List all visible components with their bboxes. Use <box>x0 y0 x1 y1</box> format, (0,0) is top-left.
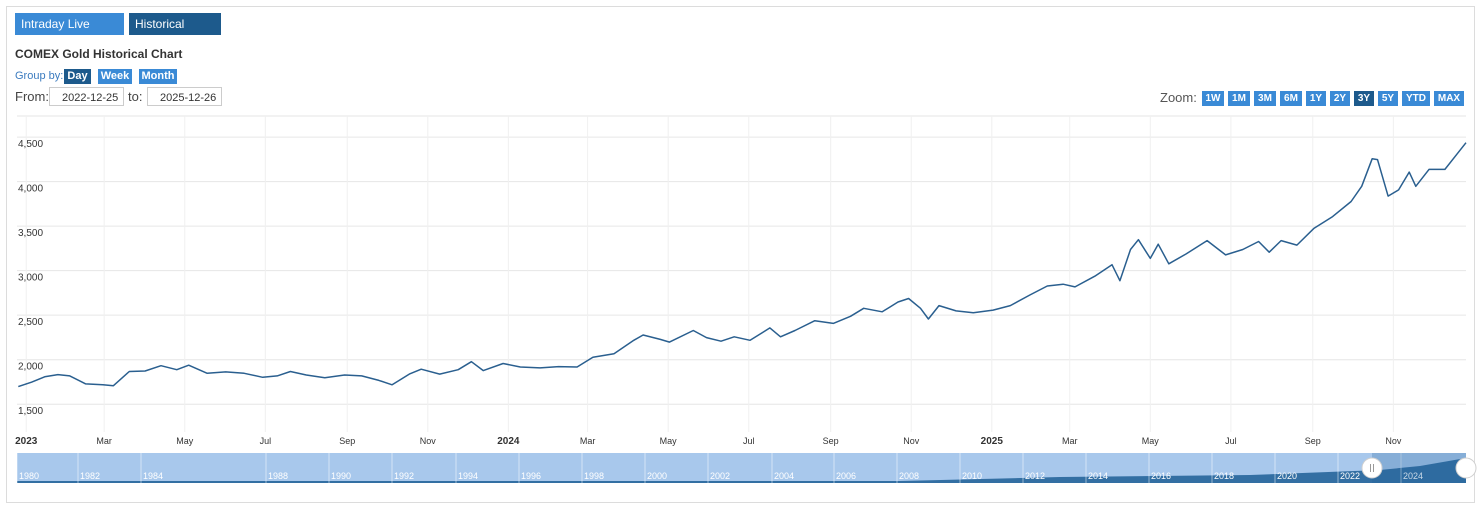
x-tick-label: May <box>1142 436 1160 446</box>
group-by-day-button[interactable]: Day <box>64 69 91 84</box>
tab-historical-chart[interactable]: Historical Chart <box>129 13 221 53</box>
y-tick-label: 4,500 <box>18 139 43 150</box>
to-label: to: <box>128 89 143 104</box>
x-tick-label: Nov <box>903 436 920 446</box>
navigator-tick-label: 2016 <box>1151 471 1171 481</box>
navigator-tick-label: 1982 <box>80 471 100 481</box>
zoom-1y-button[interactable]: 1Y <box>1306 91 1326 106</box>
x-tick-label: Nov <box>1385 436 1402 446</box>
navigator-tick-label: 1980 <box>19 471 39 481</box>
navigator-tick-label: 2002 <box>710 471 730 481</box>
navigator-tick-label: 2004 <box>774 471 794 481</box>
x-tick-label: Jul <box>1225 436 1237 446</box>
zoom-max-button[interactable]: MAX <box>1434 91 1464 106</box>
y-tick-label: 4,000 <box>18 184 43 195</box>
y-tick-label: 3,500 <box>18 228 43 239</box>
navigator-left-handle[interactable] <box>1361 457 1383 479</box>
navigator-area <box>17 458 1466 483</box>
x-tick-label: 2023 <box>15 436 38 447</box>
x-tick-label: Sep <box>1305 436 1321 446</box>
navigator-tick-label: 2010 <box>962 471 982 481</box>
navigator-tick-label: 1996 <box>521 471 541 481</box>
to-date-input[interactable] <box>147 87 222 106</box>
chart-title: COMEX Gold Historical Chart <box>15 47 183 61</box>
x-tick-label: Jul <box>260 436 272 446</box>
navigator-tick-label: 1998 <box>584 471 604 481</box>
navigator-tick-label: 1990 <box>331 471 351 481</box>
x-tick-label: Mar <box>96 436 112 446</box>
x-tick-label: Nov <box>420 436 437 446</box>
navigator-tick-label: 2008 <box>899 471 919 481</box>
x-tick-label: May <box>176 436 194 446</box>
navigator-tick-label: 1984 <box>143 471 163 481</box>
group-by-month-button[interactable]: Month <box>139 69 177 84</box>
x-tick-label: Sep <box>339 436 355 446</box>
x-tick-label: 2024 <box>497 436 520 447</box>
navigator-tick-label: 2018 <box>1214 471 1234 481</box>
navigator-tick-label: 2006 <box>836 471 856 481</box>
navigator-tick-label: 1994 <box>458 471 478 481</box>
zoom-3m-button[interactable]: 3M <box>1254 91 1276 106</box>
group-by-label: Group by: <box>15 70 64 82</box>
zoom-2y-button[interactable]: 2Y <box>1330 91 1350 106</box>
zoom-3y-button[interactable]: 3Y <box>1354 91 1374 106</box>
from-date-input[interactable] <box>49 87 124 106</box>
navigator-tick-label: 2014 <box>1088 471 1108 481</box>
x-tick-label: Mar <box>580 436 596 446</box>
x-tick-label: Sep <box>823 436 839 446</box>
from-label: From: <box>15 89 49 104</box>
zoom-6m-button[interactable]: 6M <box>1280 91 1302 106</box>
x-tick-label: Mar <box>1062 436 1078 446</box>
y-tick-label: 2,500 <box>18 317 43 328</box>
zoom-5y-button[interactable]: 5Y <box>1378 91 1398 106</box>
zoom-1m-button[interactable]: 1M <box>1228 91 1250 106</box>
tab-intraday-live-chart[interactable]: Intraday Live Chart <box>15 13 124 53</box>
x-tick-label: 2025 <box>981 436 1004 447</box>
y-tick-label: 2,000 <box>18 362 43 373</box>
navigator-tick-label: 1988 <box>268 471 288 481</box>
x-tick-label: May <box>660 436 678 446</box>
zoom-1w-button[interactable]: 1W <box>1202 91 1224 106</box>
zoom-label: Zoom: <box>1160 90 1197 105</box>
navigator-tick-label: 2024 <box>1403 471 1423 481</box>
chart-container <box>6 6 1475 503</box>
navigator-tick-label: 2020 <box>1277 471 1297 481</box>
y-tick-label: 1,500 <box>18 406 43 417</box>
navigator-selected-range <box>1372 453 1466 483</box>
series-line-gold-price <box>18 142 1467 388</box>
navigator-tick-label: 2000 <box>647 471 667 481</box>
navigator-right-handle[interactable] <box>1455 457 1477 479</box>
group-by-week-button[interactable]: Week <box>98 69 132 84</box>
navigator-tick-label: 1992 <box>394 471 414 481</box>
navigator-tick-label: 2022 <box>1340 471 1360 481</box>
navigator-tick-label: 2012 <box>1025 471 1045 481</box>
y-tick-label: 3,000 <box>18 273 43 284</box>
zoom-ytd-button[interactable]: YTD <box>1402 91 1430 106</box>
x-tick-label: Jul <box>743 436 755 446</box>
